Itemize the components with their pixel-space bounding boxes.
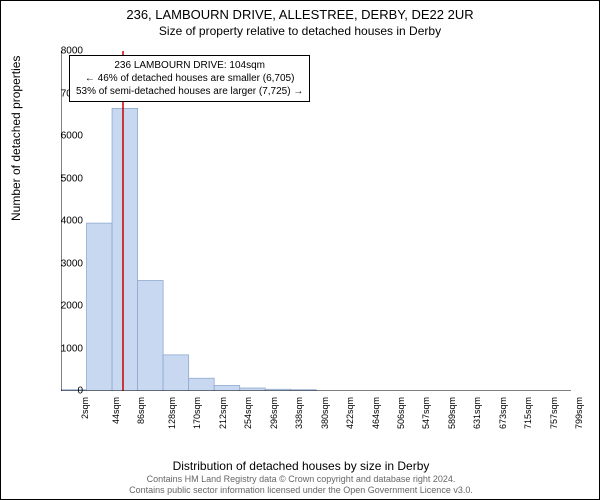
histogram-bar: [189, 378, 215, 391]
histogram-bar: [163, 355, 189, 391]
histogram-bar: [138, 281, 164, 392]
x-tick-label: 86sqm: [136, 397, 146, 424]
x-tick-label: 673sqm: [498, 397, 508, 429]
annotation-line2: ← 46% of detached houses are smaller (6,…: [76, 72, 303, 85]
x-axis-label: Distribution of detached houses by size …: [1, 459, 600, 473]
footer-line1: Contains HM Land Registry data © Crown c…: [1, 474, 600, 485]
histogram-bar: [214, 385, 240, 391]
histogram-bar: [87, 223, 113, 391]
x-tick-label: 44sqm: [111, 397, 121, 424]
chart-area: [61, 51, 571, 391]
chart-subtitle: Size of property relative to detached ho…: [1, 24, 599, 38]
annotation-line3: 53% of semi-detached houses are larger (…: [76, 85, 303, 98]
y-tick-label: 6000: [43, 131, 83, 142]
y-tick-label: 0: [43, 386, 83, 397]
y-tick-label: 4000: [43, 216, 83, 227]
x-tick-label: 2sqm: [80, 397, 90, 419]
annotation-box: 236 LAMBOURN DRIVE: 104sqm ← 46% of deta…: [69, 55, 310, 102]
x-tick-label: 422sqm: [345, 397, 355, 429]
chart-container: 236, LAMBOURN DRIVE, ALLESTREE, DERBY, D…: [0, 0, 600, 500]
y-tick-label: 5000: [43, 173, 83, 184]
annotation-line1: 236 LAMBOURN DRIVE: 104sqm: [76, 59, 303, 72]
x-tick-label: 464sqm: [371, 397, 381, 429]
x-tick-label: 631sqm: [472, 397, 482, 429]
y-tick-label: 2000: [43, 301, 83, 312]
x-tick-label: 170sqm: [192, 397, 202, 429]
y-tick-label: 3000: [43, 258, 83, 269]
chart-title: 236, LAMBOURN DRIVE, ALLESTREE, DERBY, D…: [1, 7, 599, 22]
x-tick-label: 212sqm: [218, 397, 228, 429]
footer-attribution: Contains HM Land Registry data © Crown c…: [1, 474, 600, 496]
x-tick-label: 506sqm: [396, 397, 406, 429]
x-tick-label: 338sqm: [294, 397, 304, 429]
x-tick-label: 799sqm: [575, 397, 585, 429]
y-tick-label: 1000: [43, 343, 83, 354]
histogram-plot: [61, 51, 571, 391]
x-tick-label: 547sqm: [421, 397, 431, 429]
y-axis-label: Number of detached properties: [9, 56, 23, 221]
x-tick-label: 757sqm: [549, 397, 559, 429]
x-tick-label: 296sqm: [269, 397, 279, 429]
x-tick-label: 380sqm: [320, 397, 330, 429]
x-tick-label: 715sqm: [523, 397, 533, 429]
histogram-bar: [112, 108, 138, 391]
x-tick-label: 128sqm: [167, 397, 177, 429]
footer-line2: Contains public sector information licen…: [1, 485, 600, 496]
x-tick-label: 254sqm: [243, 397, 253, 429]
x-tick-label: 589sqm: [447, 397, 457, 429]
